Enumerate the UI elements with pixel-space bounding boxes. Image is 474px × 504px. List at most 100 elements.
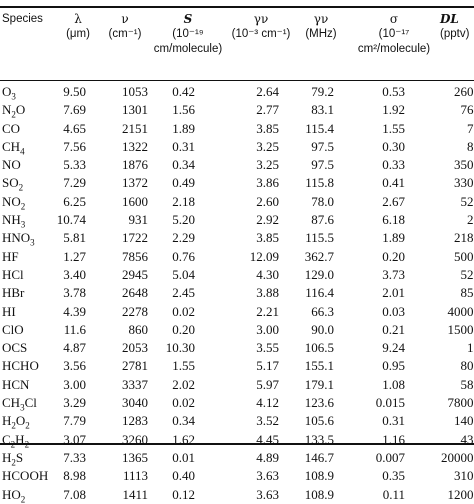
detection-limit-cell: 3300 (454, 175, 474, 191)
width-mhz-cell: 97.5 (311, 139, 334, 155)
wavelength-cell: 3.40 (63, 267, 86, 283)
line-strength-cell: 0.12 (172, 487, 195, 503)
wavenumber-cell: 1283 (122, 413, 148, 429)
width-mhz-cell: 362.7 (305, 249, 334, 265)
species-cell: HO2 (2, 487, 25, 503)
detection-limit-cell: 78000 (448, 395, 474, 411)
wavelength-cell: 4.87 (63, 340, 86, 356)
wavenumber-cell: 2151 (122, 121, 148, 137)
header-line-strength-symbol: S (148, 12, 228, 27)
width-mhz-cell: 108.9 (305, 468, 334, 484)
detection-limit-cell: 3500 (454, 157, 474, 173)
wavelength-cell: 7.29 (63, 175, 86, 191)
wavenumber-cell: 2648 (122, 285, 148, 301)
table-bottom-rule (0, 443, 474, 445)
table-body: O39.5010530.422.6479.20.532600N2O7.69130… (0, 83, 474, 504)
wavelength-cell: 3.00 (63, 377, 86, 393)
detection-limit-cell: 23 (467, 212, 474, 228)
width-mhz-cell: 146.7 (305, 450, 334, 466)
header-width-mhz: γν (MHz) (296, 12, 346, 42)
header-width-cm: γν (10⁻³ cm⁻¹) (228, 12, 294, 42)
detection-limit-cell: 520 (461, 194, 474, 210)
header-detection-limit-unit: (pptv) (440, 27, 474, 42)
line-strength-cell: 0.42 (172, 84, 195, 100)
width-mhz-cell: 115.5 (305, 230, 334, 246)
width-mhz-cell: 108.9 (305, 487, 334, 503)
detection-limit-cell: 760 (461, 102, 474, 118)
wavenumber-cell: 1876 (122, 157, 148, 173)
cross-section-cell: 0.20 (382, 249, 405, 265)
line-strength-cell: 5.04 (172, 267, 195, 283)
wavenumber-cell: 7856 (122, 249, 148, 265)
header-wavenumber-unit: (cm⁻¹) (102, 27, 148, 42)
cross-section-cell: 1.55 (382, 121, 405, 137)
wavelength-cell: 7.56 (63, 139, 86, 155)
wavenumber-cell: 3260 (122, 432, 148, 448)
wavelength-cell: 3.78 (63, 285, 86, 301)
header-wavenumber-symbol: ν (102, 12, 148, 27)
species-cell: CH3Cl (2, 395, 37, 411)
cross-section-cell: 0.03 (382, 304, 405, 320)
wavelength-cell: 5.81 (63, 230, 86, 246)
cross-section-cell: 0.95 (382, 358, 405, 374)
width-cm-cell: 4.12 (256, 395, 279, 411)
cross-section-cell: 0.41 (382, 175, 405, 191)
wavenumber-cell: 1301 (122, 102, 148, 118)
wavelength-cell: 9.50 (63, 84, 86, 100)
wavelength-cell: 10.74 (57, 212, 86, 228)
detection-limit-cell: 2180 (454, 230, 474, 246)
line-strength-cell: 2.02 (172, 377, 195, 393)
species-cell: HBr (2, 285, 24, 301)
width-cm-cell: 2.77 (256, 102, 279, 118)
cross-section-cell: 0.007 (376, 450, 405, 466)
line-strength-cell: 0.34 (172, 157, 195, 173)
width-cm-cell: 3.86 (256, 175, 279, 191)
line-strength-cell: 1.56 (172, 102, 195, 118)
wavenumber-cell: 1722 (122, 230, 148, 246)
detection-limit-cell: 2600 (454, 84, 474, 100)
species-cell: NH3 (2, 212, 25, 228)
header-line-strength-unit: (10⁻¹⁹ (148, 27, 228, 42)
width-cm-cell: 5.97 (256, 377, 279, 393)
line-strength-cell: 1.55 (172, 358, 195, 374)
line-strength-cell: 10.30 (166, 340, 195, 356)
line-strength-cell: 5.20 (172, 212, 195, 228)
cross-section-cell: 1.89 (382, 230, 405, 246)
species-cell: HF (2, 249, 19, 265)
detection-limit-cell: 5000 (454, 249, 474, 265)
cross-section-cell: 0.33 (382, 157, 405, 173)
wavenumber-cell: 3337 (122, 377, 148, 393)
wavelength-cell: 4.39 (63, 304, 86, 320)
species-cell: HCl (2, 267, 24, 283)
cross-section-cell: 0.015 (376, 395, 405, 411)
line-strength-cell: 1.89 (172, 121, 195, 137)
cross-section-cell: 0.21 (382, 322, 405, 338)
line-strength-cell: 0.40 (172, 468, 195, 484)
width-mhz-cell: 66.3 (311, 304, 334, 320)
width-mhz-cell: 133.5 (305, 432, 334, 448)
line-strength-cell: 0.49 (172, 175, 195, 191)
width-mhz-cell: 90.0 (311, 322, 334, 338)
wavenumber-cell: 2945 (122, 267, 148, 283)
cross-section-cell: 0.35 (382, 468, 405, 484)
detection-limit-cell: 850 (461, 285, 474, 301)
width-mhz-cell: 155.1 (305, 358, 334, 374)
width-mhz-cell: 129.0 (305, 267, 334, 283)
width-cm-cell: 2.64 (256, 84, 279, 100)
cross-section-cell: 0.30 (382, 139, 405, 155)
width-cm-cell: 4.30 (256, 267, 279, 283)
cross-section-cell: 1.08 (382, 377, 405, 393)
wavenumber-cell: 2053 (122, 340, 148, 356)
detection-limit-cell: 430 (461, 432, 474, 448)
species-cell: HI (2, 304, 16, 320)
cross-section-cell: 9.24 (382, 340, 405, 356)
header-width-cm-symbol: γν (228, 12, 294, 27)
